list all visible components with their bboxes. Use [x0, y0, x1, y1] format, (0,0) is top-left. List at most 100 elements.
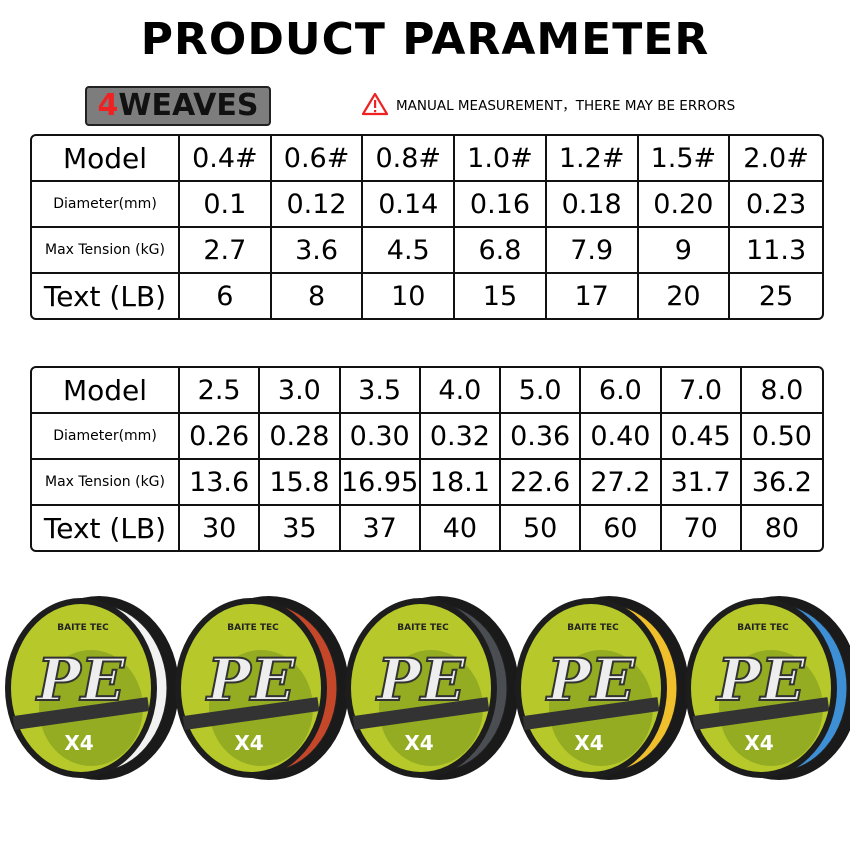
row-header: Model — [32, 368, 180, 414]
table-row: Model 0.4# 0.6# 0.8# 1.0# 1.2# 1.5# 2.0# — [32, 136, 822, 182]
table-cell: 16.95 — [340, 460, 421, 506]
spool-band — [692, 697, 830, 730]
table-cell: 4.5 — [363, 228, 456, 274]
table-cell: 0.23 — [730, 182, 822, 228]
table-cell: 9 — [638, 228, 731, 274]
title: PRODUCT PARAMETER — [140, 14, 710, 65]
spool-band — [182, 697, 320, 730]
table-cell: 0.40 — [581, 414, 662, 460]
table-cell: 1.2# — [546, 136, 639, 182]
table-cell: 60 — [581, 506, 662, 550]
spool-x4: X4 — [404, 731, 433, 755]
table-cell: 3.6 — [271, 228, 364, 274]
warning-icon — [362, 92, 388, 116]
table-cell: 0.4# — [180, 136, 272, 182]
table-cell: 2.0# — [730, 136, 822, 182]
table-cell: 0.28 — [260, 414, 341, 460]
table-cell: 0.8# — [363, 136, 456, 182]
table-cell: 0.1 — [180, 182, 272, 228]
table-row: Text (LB) 6 8 10 15 17 20 25 — [32, 274, 822, 318]
table-row: Max Tension (kG) 2.7 3.6 4.5 6.8 7.9 9 11.3 — [32, 228, 822, 274]
table-cell: 7.9 — [546, 228, 639, 274]
table-cell: 17 — [547, 274, 639, 318]
spool-x4: X4 — [574, 731, 603, 755]
table-cell: 0.18 — [546, 182, 639, 228]
table-cell: 2.7 — [180, 228, 272, 274]
spool-brand: BAITE TEC — [737, 623, 789, 633]
table-cell: 30 — [180, 506, 261, 550]
badge-text: WEAVES — [118, 88, 259, 123]
spool-pe: PE — [545, 646, 636, 714]
table-cell: 0.16 — [455, 182, 547, 228]
table-cell: 40 — [421, 506, 501, 550]
table-cell: 1.5# — [638, 136, 731, 182]
table-cell: 0.14 — [363, 182, 456, 228]
badge-number: 4 — [97, 88, 119, 123]
table-cell: 27.2 — [581, 460, 662, 506]
table-cell: 0.6# — [271, 136, 364, 182]
table-row: Text (LB) 30 35 37 40 50 60 70 80 — [32, 506, 822, 550]
table-cell: 80 — [764, 512, 800, 544]
table-cell: 2.5 — [180, 368, 261, 414]
table-row: Diameter(mm) 0.1 0.12 0.14 0.16 0.18 0.20 0.23 — [32, 182, 822, 228]
row-header: Max Tension (kG) — [32, 228, 180, 274]
table-row: Max Tension (kG) 13.6 15.8 16.95 18.1 22.6 27.… — [32, 460, 822, 506]
table-cell: 13.6 — [180, 460, 261, 506]
table-cell: 0.36 — [501, 414, 582, 460]
table-cell: 5.0 — [501, 368, 582, 414]
spool-brand: BAITE TEC — [567, 623, 619, 633]
table-cell: 6 — [180, 274, 272, 318]
warning-text: MANUAL MEASUREMENT，THERE MAY BE ERRORS — [396, 98, 736, 114]
table-cell: 4.0 — [420, 368, 501, 414]
row-header: Max Tension (kG) — [32, 460, 180, 506]
table-cell: 8 — [272, 274, 364, 318]
spool-brand: BAITE TEC — [397, 623, 449, 633]
spool-x4: X4 — [64, 731, 93, 755]
table-cell: 3.5 — [340, 368, 421, 414]
table-row: Model 2.5 3.0 3.5 4.0 5.0 6.0 7.0 8.0 — [32, 368, 822, 414]
spool-brand: BAITE TEC — [57, 623, 109, 633]
warning: MANUAL MEASUREMENT，THERE MAY BE ERRORS — [362, 92, 735, 116]
table-cell: 3.0 — [260, 368, 341, 414]
table-cell: 1.0# — [455, 136, 547, 182]
row-header: Text (LB) — [32, 274, 180, 318]
table-cell: 6.8 — [455, 228, 547, 274]
row-header: Model — [32, 136, 180, 182]
spool-band — [352, 697, 490, 730]
table-cell: 0.45 — [661, 414, 742, 460]
table-cell: 50 — [501, 506, 582, 550]
table-cell: 20 — [639, 274, 731, 318]
table-cell: 0.30 — [340, 414, 421, 460]
table-cell: 11.3 — [730, 228, 822, 274]
table-row: Diameter(mm) 0.26 0.28 0.30 0.32 0.36 0.40 0.45… — [32, 414, 822, 460]
table-cell: 10 — [363, 274, 456, 318]
spool-x4: X4 — [234, 731, 263, 755]
table-cell: 0.50 — [741, 414, 822, 460]
table-cell: 8.0 — [741, 368, 822, 414]
spool-brand: BAITE TEC — [227, 623, 279, 633]
table-cell: 15.8 — [260, 460, 341, 506]
table-cell: 0.20 — [638, 182, 731, 228]
spec-table: Model 0.4# 0.6# 0.8# 1.0# 1.2# 1.5# 2.0# Diamete… — [30, 134, 824, 320]
table-cell: 6.0 — [581, 368, 662, 414]
table-cell: 70 — [662, 506, 742, 550]
table-cell: 0.12 — [271, 182, 364, 228]
table-cell: 35 — [260, 506, 341, 550]
table-cell: 31.7 — [661, 460, 742, 506]
table-cell: 25 — [758, 280, 794, 312]
table-cell: 37 — [341, 506, 421, 550]
badge: 4WEAVES — [85, 86, 271, 126]
row-header: Diameter(mm) — [32, 182, 180, 228]
spool: BAITE TEC PE X4 — [515, 596, 689, 780]
spool-x4: X4 — [744, 731, 773, 755]
table-cell: 36.2 — [741, 460, 822, 506]
row-header: Text (LB) — [32, 506, 180, 550]
table-cell: 7.0 — [661, 368, 742, 414]
table-cell: 15 — [455, 274, 547, 318]
